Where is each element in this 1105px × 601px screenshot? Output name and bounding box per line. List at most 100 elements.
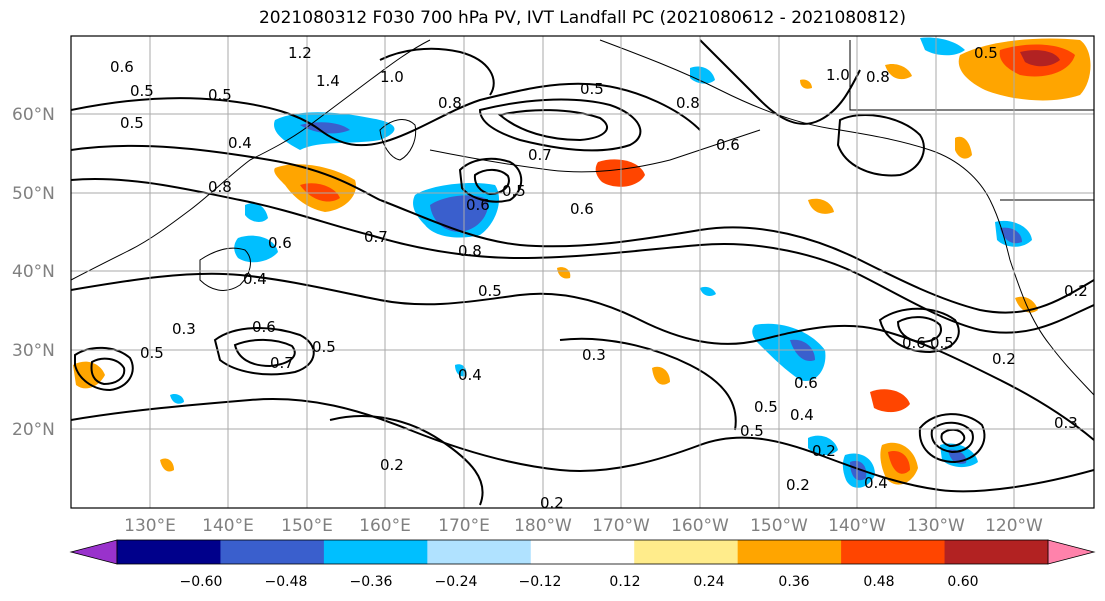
contour-line [473,168,510,196]
coast-na-west [989,199,1094,396]
contour-line [74,346,134,392]
contour-label: 0.8 [458,242,482,260]
lon-label: 160°W [671,516,729,536]
contour-label: 0.6 [252,318,276,336]
contour-line [699,39,861,125]
colorbar-tick-label: −0.48 [265,574,308,590]
pos-shade-hawaii-ne [870,389,910,413]
neg-shade-small-2 [170,393,184,404]
coast-kamchatka [379,119,417,161]
contour-label: 0.4 [228,134,252,152]
colorbar-tick-label: 0.48 [863,574,894,590]
colorbar-segment [427,540,532,564]
contour-line [213,327,315,376]
neg-shade-hokkaido [245,203,268,222]
contour-label: 0.4 [458,366,482,384]
contour-label: 0.2 [992,350,1016,368]
pos-shade-small-a [160,458,174,472]
pos-shade-hawaii-e-core [888,450,910,474]
contour-label: 0.2 [540,494,564,512]
contour-line [71,82,701,147]
neg-shade-cal-core [1000,227,1022,244]
colorbar-extend-high [1047,539,1096,565]
coastlines [71,39,1094,396]
contour-label: 0.7 [364,228,388,246]
latitude-axis: 60°N 50°N 40°N 30°N 20°N [12,105,55,440]
contour-label: 0.5 [130,82,154,100]
pos-shade-gulf-1 [808,198,834,214]
colorbar-tick-label: −0.12 [519,574,562,590]
contour-label: 0.5 [502,182,526,200]
pos-shade-canada-arctic-peak [1020,50,1060,67]
colorbar-tick-label: −0.24 [435,574,478,590]
contour-label: 0.5 [140,344,164,362]
contour-line [878,307,960,354]
contour-label: 1.2 [288,44,312,62]
lat-label: 60°N [12,105,55,125]
pos-shade-bc [955,136,972,159]
contour-label: 0.6 [110,58,134,76]
contour-line [71,272,1094,441]
map-area: 0.6 0.5 1.2 1.4 1.0 0.5 0.4 0.8 0.5 0.8 … [71,36,1094,512]
contour-label: 0.4 [243,270,267,288]
contour-label: 1.0 [380,68,404,86]
lon-label: 170°E [438,516,490,536]
pos-shade-small-b [557,267,571,279]
contour-line [71,144,1094,314]
map-title: 2021080312 F030 700 hPa PV, IVT Landfall… [258,8,906,28]
neg-shade-hawaii-east-core [850,460,867,481]
contour-line [71,398,1094,493]
contour-line [497,109,608,142]
contour-line [836,114,925,177]
colorbar-tick-label: −0.60 [180,574,223,590]
lon-label: 120°W [985,516,1043,536]
lon-label: 140°E [202,516,254,536]
colorbar-tick-label: 0.24 [693,574,724,590]
contour-line [918,413,986,464]
lat-label: 50°N [12,184,55,204]
lon-label: 180°W [514,516,572,536]
contour-label: 1.0 [826,66,850,84]
contour-label: 0.6 [902,334,926,352]
lat-label: 20°N [12,420,55,440]
contour-label: 1.4 [316,72,340,90]
contour-label: 0.5 [754,398,778,416]
map-frame [70,35,1095,509]
lat-label: 30°N [12,341,55,361]
contour-label: 0.6 [466,196,490,214]
contour-label: 0.4 [790,406,814,424]
contour-label: 0.5 [120,114,144,132]
contour-label: 0.3 [582,346,606,364]
lon-label: 150°E [281,516,333,536]
contour-label: 0.6 [794,374,818,392]
gridlines [71,36,1094,508]
pc-shading [73,37,1091,488]
contour-label: 0.3 [1054,414,1078,432]
lon-label: 160°E [359,516,411,536]
contour-label: 0.2 [786,476,810,494]
lon-label: 130°E [124,516,176,536]
contour-label: 0.5 [974,44,998,62]
colorbar-segment [737,540,842,564]
contour-label: 0.5 [478,282,502,300]
colorbar-tick-label: 0.60 [947,574,978,590]
contour-label: 0.5 [208,86,232,104]
colorbar-segment [530,540,635,564]
coast-asia [71,39,431,281]
pos-shade-small-d [800,79,812,89]
contour-label: 0.2 [812,442,836,460]
colorbar-segment [944,540,1049,564]
neg-shade-alaska-north [690,66,715,84]
contour-label: 0.8 [438,94,462,112]
coast-canada-north [849,40,1094,111]
contour-label: 0.8 [866,68,890,86]
colorbar: −0.60 −0.48 −0.36 −0.24 −0.12 0.12 0.24 … [69,539,1096,590]
contour-label: 0.5 [312,338,336,356]
longitude-axis: 130°E 140°E 150°E 160°E 170°E 180°W 170°… [124,516,1043,536]
contour-line [329,415,484,506]
colorbar-segment [841,540,946,564]
contour-label: 0.3 [172,320,196,338]
contour-label: 0.6 [716,136,740,154]
lat-label: 40°N [12,262,55,282]
colorbar-tick-label: −0.36 [350,574,393,590]
